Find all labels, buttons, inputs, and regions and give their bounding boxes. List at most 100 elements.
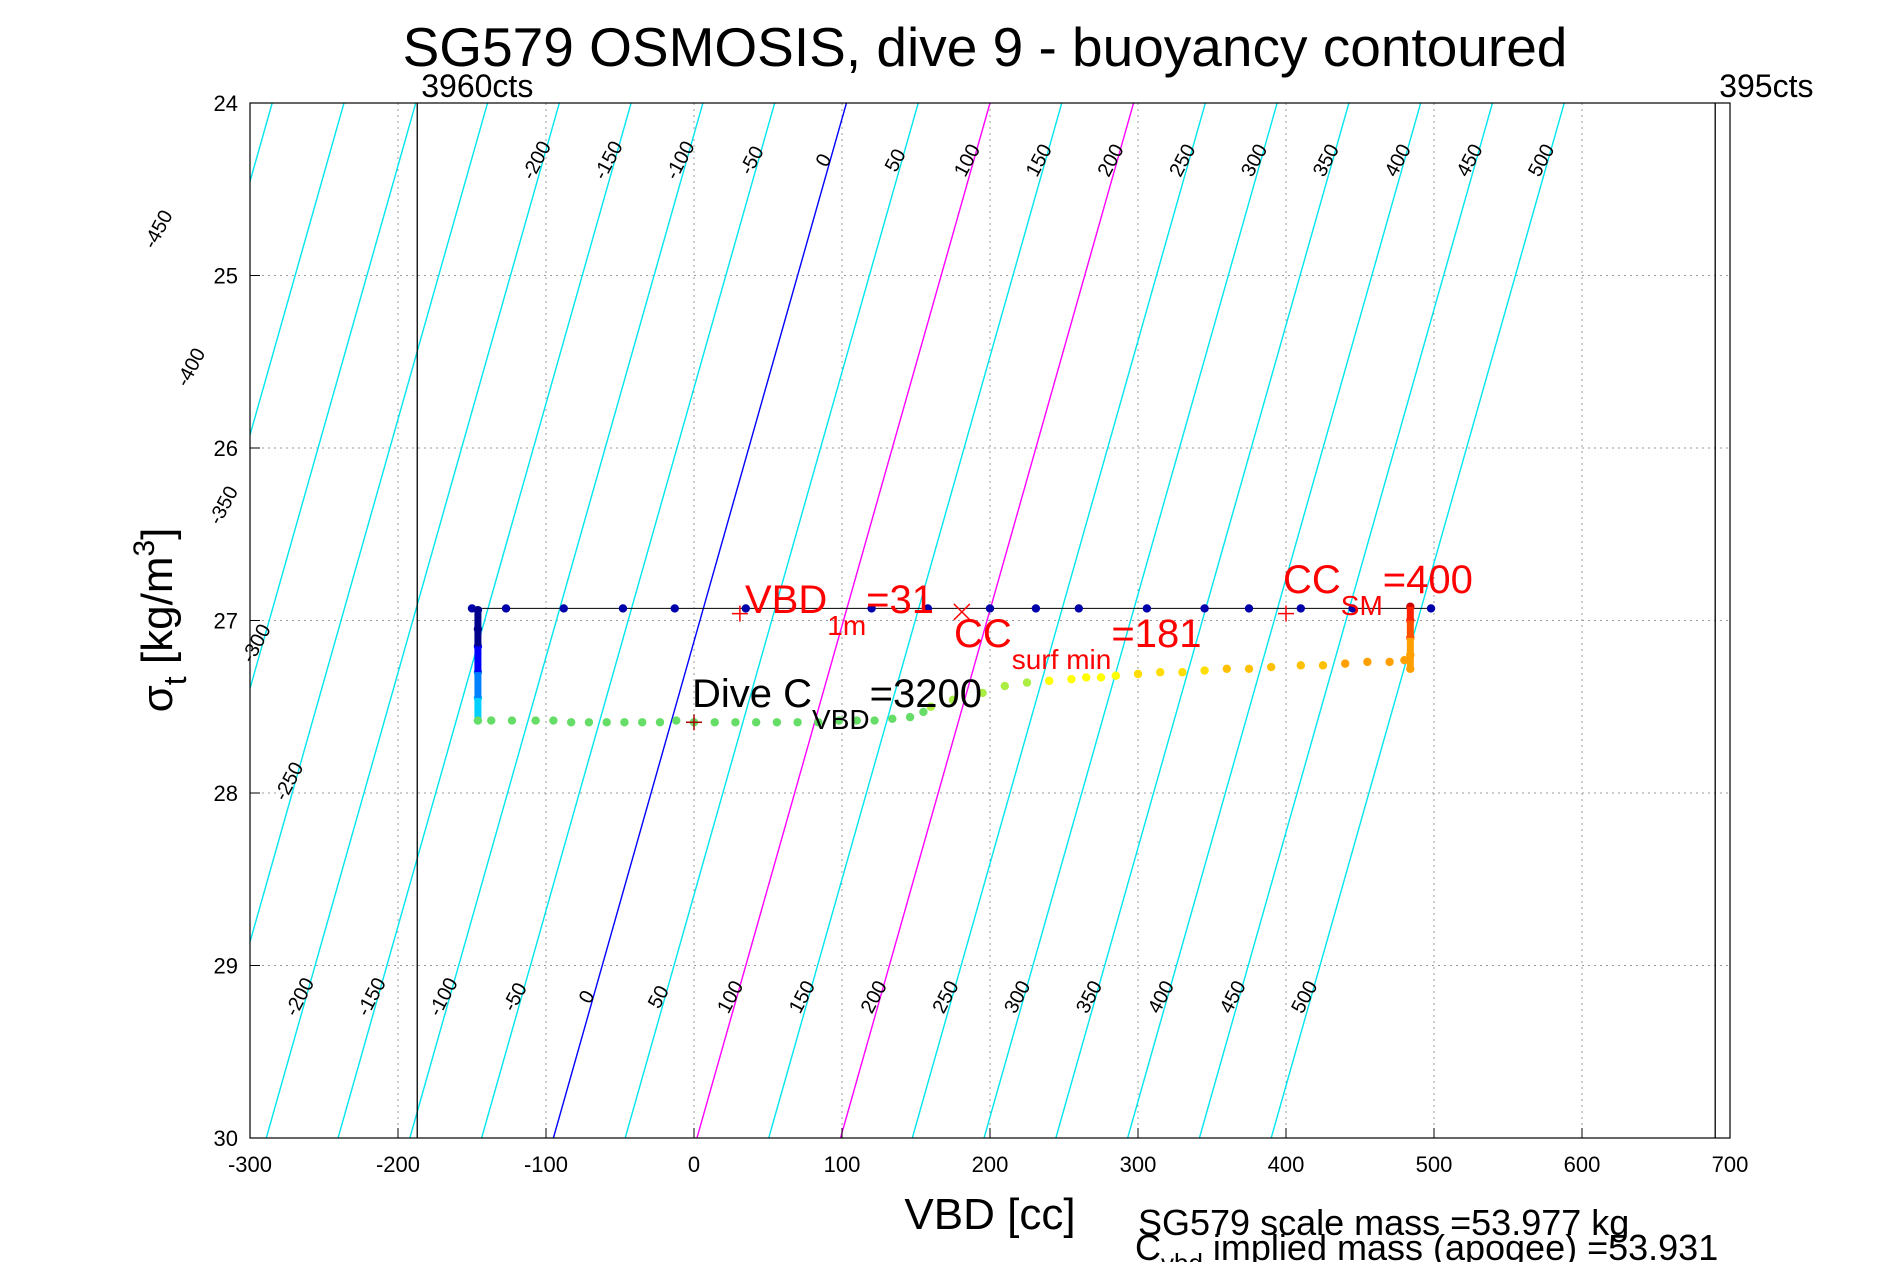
vbd-count-markers: 3960cts 395cts	[416, 68, 1813, 1138]
svg-text:Cvbd implied mass (apogee) =53: Cvbd implied mass (apogee) =53.931	[1135, 1227, 1718, 1262]
trajectory-point-deep-bottom	[602, 718, 611, 727]
contour-line-250	[911, 103, 1207, 1138]
trajectory-point-ascent-ramp	[1363, 657, 1372, 667]
contour-label: 150	[785, 977, 820, 1017]
svg-text:CCsurf min=181: CCsurf min=181	[954, 612, 1201, 675]
contour-label: 250	[1165, 141, 1200, 181]
reference-markers	[686, 603, 1294, 731]
contour-label: 350	[1309, 141, 1344, 181]
dive-trajectory	[467, 602, 1436, 727]
contour-label: 400	[1144, 977, 1179, 1017]
contour-label: -400	[172, 345, 210, 391]
trajectory-point-deep-bottom	[566, 718, 576, 727]
cc-sm-value: =400	[1383, 558, 1473, 602]
x-tick-label: 600	[1564, 1152, 1601, 1177]
x-tick-label: 300	[1120, 1152, 1157, 1177]
x-tick-label: 0	[688, 1152, 700, 1177]
trajectory-point-ascent-ramp	[926, 702, 935, 711]
trajectory-point-ascent-ramp	[1222, 664, 1232, 673]
vbd-1m-base: VBD	[745, 578, 827, 622]
annotation-cc-surf-min: CCsurf min=181	[954, 612, 1201, 675]
trajectory-point-surface-top	[1031, 604, 1041, 613]
svg-text:VBD1m=31: VBD1m=31	[745, 578, 934, 641]
trajectory-point-ascent-ramp	[1096, 673, 1106, 682]
trajectory-point-deep-bottom	[710, 718, 719, 727]
trajectory-point-ascent-ramp	[1133, 669, 1143, 679]
x-tick-label: -300	[228, 1152, 272, 1177]
cc-surf-min-sub: surf min	[1012, 644, 1112, 675]
trajectory-point-deep-bottom	[672, 716, 681, 725]
cc-surf-min-value: =181	[1111, 612, 1201, 656]
trajectory-point-ascent-ramp	[1111, 671, 1121, 680]
contour-label: 200	[1094, 141, 1129, 181]
implied-mass-note: Cvbd implied mass (apogee) =53.931	[1135, 1227, 1718, 1262]
x-tick-label: -200	[376, 1152, 420, 1177]
vbd-1m-value: =31	[866, 578, 934, 622]
y-axis-ticks: 24 25 26 27 28 29 30	[214, 91, 260, 1151]
contour-label: 450	[1453, 141, 1488, 181]
trajectory-point-surface-top	[670, 604, 679, 613]
trajectory-point-deep-bottom	[852, 716, 861, 725]
contour-label: -50	[736, 143, 769, 179]
contour-label: -100	[425, 974, 463, 1020]
svg-text:σt [kg/m3]: σt [kg/m3]	[128, 528, 193, 713]
trajectory-point-surface-top	[1142, 604, 1152, 613]
trajectory-point-deep-bottom	[834, 716, 844, 725]
contour-label: 300	[1000, 977, 1035, 1017]
marker-x	[953, 603, 971, 621]
contour-label: -350	[205, 483, 243, 529]
trajectory-point-deep-bottom	[473, 716, 483, 725]
trajectory-point-deep-bottom	[487, 716, 496, 725]
cc-sm-sub: SM	[1341, 590, 1383, 621]
trajectory-point-surface-top	[501, 604, 511, 613]
trajectory-point-surface-top	[985, 604, 995, 613]
trajectory-point-deep-bottom	[870, 716, 879, 725]
trajectory-point-ascent-ramp	[1200, 666, 1209, 675]
contour-label: 500	[1287, 977, 1322, 1017]
contour-label: 350	[1072, 977, 1107, 1017]
buoyancy-contours	[250, 103, 1565, 1138]
contour-line--300	[250, 103, 417, 692]
trajectory-point-deep-bottom	[507, 716, 517, 725]
contour-line--50	[480, 103, 776, 1138]
trajectory-point-ascent-ramp	[1022, 678, 1032, 687]
trajectory-point-ascent-ramp	[1296, 661, 1306, 670]
contour-line--350	[250, 103, 345, 438]
y-axis-label: σt [kg/m3]	[128, 528, 193, 713]
x-tick-label: -100	[524, 1152, 568, 1177]
trajectory-point-deep-bottom	[888, 714, 897, 724]
trajectory-point-ascent-ramp	[1045, 676, 1054, 686]
y-tick-label: 30	[214, 1126, 238, 1151]
trajectory-point-ascent-ramp	[1400, 655, 1409, 665]
contour-label: -450	[139, 207, 177, 253]
trajectory-point-deep-bottom	[814, 718, 823, 727]
y-tick-label: 29	[214, 954, 238, 979]
trajectory-point-surface-top	[867, 604, 876, 613]
contour-line-0	[552, 103, 848, 1138]
contour-line-500	[1270, 103, 1565, 1138]
implied-mass-sub: vbd	[1161, 1248, 1203, 1262]
annotation-dive-cvbd: Dive CVBD=3200	[692, 672, 982, 735]
y-tick-label: 27	[214, 609, 238, 634]
contour-label: 500	[1524, 141, 1559, 181]
trajectory-point-surface-top	[559, 604, 568, 613]
contour-label: 100	[950, 141, 985, 181]
trajectory-point-deep-bottom	[531, 716, 540, 725]
contour-label: -50	[499, 979, 532, 1015]
count-marker-label: 395cts	[1719, 68, 1813, 104]
trajectory-point-ascent-ramp	[1156, 668, 1165, 677]
contour-label: 100	[713, 977, 748, 1017]
trajectory-point-surface-top	[1296, 604, 1306, 613]
implied-mass-base: C	[1135, 1227, 1161, 1262]
dive-cvbd-base: Dive C	[692, 672, 812, 716]
x-tick-label: 100	[824, 1152, 861, 1177]
vbd-1m-sub: 1m	[827, 610, 866, 641]
contour-line--150	[337, 103, 632, 1138]
trajectory-point-deep-bottom	[731, 718, 740, 727]
trajectory-point-surface-top	[741, 604, 750, 613]
contour-line-150	[768, 103, 1063, 1138]
cc-sm-base: CC	[1283, 558, 1341, 602]
contour-line-350	[1055, 103, 1350, 1138]
contour-label: 150	[1022, 141, 1057, 181]
